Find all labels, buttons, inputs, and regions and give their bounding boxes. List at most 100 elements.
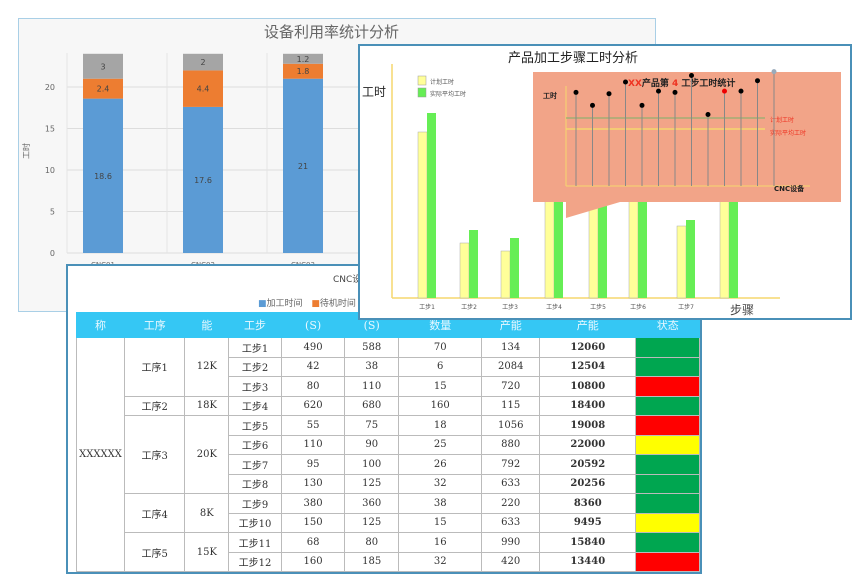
bar [427,113,436,298]
cell: 80 [344,532,400,553]
inset-line-label: 实际平均工时 [770,129,806,137]
x-tick-label: 工步2 [461,303,477,311]
y-tick-label: 20 [45,83,55,92]
cell: 420 [481,551,541,572]
data-point [573,89,579,95]
cell: 工步9 [228,493,282,514]
bar-segment [183,70,223,107]
process-name: 工序5 [123,532,186,572]
data-label: 1.2 [297,55,310,64]
status-cell [635,493,700,514]
bar [459,242,470,299]
bar [686,220,695,298]
data-point [606,91,612,97]
cell: 160 [398,395,483,416]
cell: 26 [398,454,483,475]
data-label: 4.4 [197,85,210,94]
status-cell [635,454,700,475]
cell: 134 [481,337,541,358]
cell: 工步1 [228,337,282,358]
cell: 75 [344,415,400,436]
data-point [689,73,694,78]
legend-swatch [417,75,427,86]
cell: 20256 [539,473,637,494]
table-row: XXXXXX 工序1 12K 工步1 490 588 70 134 12060 [76,337,700,572]
cell: 110 [280,434,346,455]
cell: 115 [481,395,541,416]
x-tick-label: 工步1 [419,303,435,311]
x-tick-label: 工步5 [590,303,606,311]
cell: 6 [398,356,483,377]
data-label: 2.4 [97,85,110,94]
cell: 42 [280,356,346,377]
y-axis-label: 工时 [362,85,386,99]
bar [510,238,519,298]
cell: 360 [344,493,400,514]
column-header: (S) [280,312,346,338]
bar [417,131,428,299]
cell: 490 [280,337,346,358]
cell: 12060 [539,337,637,358]
cell: 工步10 [228,512,282,533]
bar-segment [83,98,123,254]
process-name: 工序3 [123,415,186,494]
x-tick-label: 工步4 [546,303,562,311]
table-row: 工步7 95 100 26 792 20592 [77,454,700,475]
cell: 13440 [539,551,637,572]
product-name: XXXXXX [76,337,125,572]
process-name: 工序2 [123,395,186,416]
data-point [771,69,777,75]
data-point [738,88,744,94]
cell: 990 [481,532,541,553]
cell: 工步5 [228,415,282,436]
data-label: 1.8 [297,67,310,76]
status-cell [635,337,700,358]
cell: 80 [280,376,346,397]
cell: 1056 [481,415,541,436]
process-capacity: 20K [184,415,230,494]
status-cell [635,473,700,494]
cell: 工步11 [228,532,282,553]
capacity-table: 称工序能工步 (S) (S) 数量 产能 产能 状态 XXXXXX 工序1 12K 工步1 490 58… [76,312,700,572]
chart-title: 产品加工步骤工时分析 [508,51,639,66]
bar [628,192,639,299]
data-point [623,79,628,85]
process-capacity: 12K [184,337,230,397]
bar-segment [83,53,123,79]
cell: 220 [481,493,541,514]
status-cell [635,395,700,416]
chart-subtitle: CNC设 [333,275,362,285]
data-point [755,78,760,84]
cell: 20592 [539,454,637,475]
legend-processing: 加工时间 [266,299,303,309]
cell: 9495 [539,512,637,533]
bar [469,230,478,298]
cell: 工步4 [228,395,282,416]
y-tick-label: 10 [45,166,55,175]
cell: 19008 [539,415,637,436]
cell: 工步8 [228,473,282,494]
cell: 工步6 [228,434,282,455]
cell: 70 [398,337,483,358]
legend-label: 实际平均工时 [430,90,466,98]
data-label: 3 [100,62,105,71]
inset-y-label: 工时 [543,91,557,100]
bar-segment [283,53,323,64]
status-cell [635,434,700,455]
y-tick-label: 5 [50,208,55,217]
x-tick-label: 工步3 [502,303,518,311]
data-point [590,102,595,108]
legend-label: 计划工时 [430,78,454,86]
cell: 32 [398,551,483,572]
column-header: 能 [184,312,230,338]
bar [588,197,599,299]
cell: 633 [481,473,541,494]
status-cell [635,512,700,533]
cell: 18400 [539,395,637,416]
cell: 工步3 [228,376,282,397]
legend-swatch [417,87,427,98]
process-capacity: 15K [184,532,230,572]
cell: 16 [398,532,483,553]
data-label: 2 [200,58,205,67]
